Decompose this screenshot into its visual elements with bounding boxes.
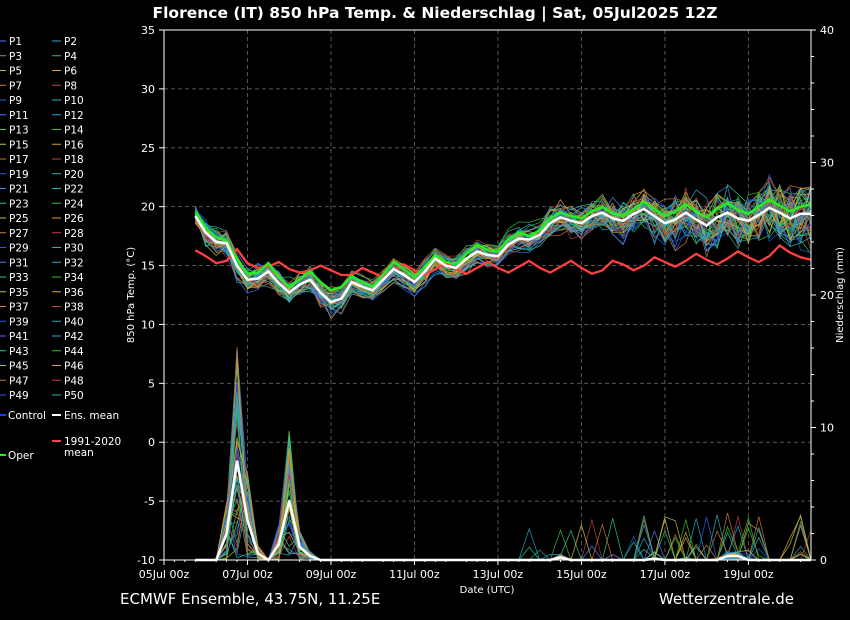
- y-tick-label: 20: [141, 201, 155, 214]
- legend-label-clim-mean-2: mean: [64, 447, 94, 459]
- footer-location: ECMWF Ensemble, 43.75N, 11.25E: [120, 590, 380, 608]
- chart-title: Florence (IT) 850 hPa Temp. & Niederschl…: [153, 4, 718, 23]
- legend-label: P14: [64, 125, 84, 137]
- legend-label: P45: [9, 361, 29, 373]
- legend-label: P2: [64, 36, 77, 48]
- legend-label: P17: [9, 154, 29, 166]
- legend-label: P7: [9, 80, 22, 92]
- legend-label: P12: [64, 110, 84, 122]
- legend-label: P47: [9, 375, 29, 387]
- legend-label: P44: [64, 346, 84, 358]
- legend-label-clim-mean: 1991-2020: [64, 436, 121, 448]
- x-tick-label: 09Jul 00z: [306, 568, 357, 581]
- legend-label: P28: [64, 228, 84, 240]
- legend-label: P3: [9, 51, 22, 63]
- legend-label: P5: [9, 66, 22, 78]
- legend-label: P13: [9, 125, 29, 137]
- legend-label: P4: [64, 51, 77, 63]
- y-tick-label: 15: [141, 260, 155, 273]
- legend-label: P39: [9, 316, 29, 328]
- legend-label: P22: [64, 184, 84, 196]
- y2-tick-label: 40: [820, 24, 834, 37]
- legend-label: P24: [64, 198, 84, 210]
- x-axis-label: Date (UTC): [460, 585, 515, 596]
- legend-label: P10: [64, 95, 84, 107]
- y-tick-label: 25: [141, 142, 155, 155]
- legend-label: P35: [9, 287, 29, 299]
- y-axis-label: 850 hPa Temp. (°C): [126, 247, 137, 343]
- legend-label: P16: [64, 139, 84, 151]
- legend-label: P19: [9, 169, 29, 181]
- legend-label: P32: [64, 257, 84, 269]
- legend-label: P15: [9, 139, 29, 151]
- member-temp-line: [194, 185, 812, 309]
- legend-label: P8: [64, 80, 77, 92]
- member-temp-line: [195, 192, 812, 293]
- legend-label: P23: [9, 198, 29, 210]
- legend-label: P36: [64, 287, 84, 299]
- legend-label: P48: [64, 375, 84, 387]
- legend-label: P18: [64, 154, 84, 166]
- y2-tick-label: 10: [820, 422, 834, 435]
- x-tick-label: 15Jul 00z: [556, 568, 607, 581]
- legend-label: P20: [64, 169, 84, 181]
- x-tick-label: 17Jul 00z: [640, 568, 691, 581]
- y2-axis-label: Niederschlag (mm): [835, 247, 846, 343]
- legend-label: P11: [9, 110, 29, 122]
- legend-label: P21: [9, 184, 29, 196]
- legend-label: P41: [9, 331, 29, 343]
- y-tick-label: 5: [148, 377, 155, 390]
- legend-label-oper: Oper: [8, 450, 34, 462]
- axes: -10 -5 0 5 10 15 20 25 30 35 0 10 20 30 40 05Jul 00z 07J…: [137, 24, 834, 581]
- x-tick-label: 11Jul 00z: [389, 568, 440, 581]
- legend-label: P42: [64, 331, 84, 343]
- y-tick-label: -10: [137, 554, 155, 567]
- y-tick-label: 35: [141, 24, 155, 37]
- clim-mean-line: [194, 244, 812, 279]
- legend-label: P37: [9, 302, 29, 314]
- member-temp-line: [195, 201, 812, 301]
- legend-label: P27: [9, 228, 29, 240]
- y2-tick-label: 0: [820, 554, 827, 567]
- legend-label-ens-mean: Ens. mean: [64, 410, 119, 422]
- legend-label: P1: [9, 36, 22, 48]
- oper-line: [194, 198, 812, 292]
- legend-label: P34: [64, 272, 84, 284]
- legend-label: P31: [9, 257, 29, 269]
- legend-label: P26: [64, 213, 84, 225]
- legend: P1 P2 P3 P4 P5 P6 P7 P8 P9 P10 P11 P12 P13 P14 P15 P16 P…: [0, 36, 121, 462]
- x-tick-label: 13Jul 00z: [473, 568, 524, 581]
- ens-mean-line: [194, 206, 811, 304]
- y2-tick-label: 20: [820, 289, 834, 302]
- legend-label: P43: [9, 346, 29, 358]
- legend-label: P46: [64, 361, 84, 373]
- legend-label: P9: [9, 95, 22, 107]
- legend-label: P29: [9, 243, 29, 255]
- legend-label: P33: [9, 272, 29, 284]
- y-tick-label: -5: [144, 495, 155, 508]
- legend-label-control: Control: [8, 410, 46, 422]
- y2-tick-label: 30: [820, 157, 834, 170]
- legend-label: P50: [64, 390, 84, 402]
- legend-label: P25: [9, 213, 29, 225]
- x-tick-label: 05Jul 00z: [139, 568, 190, 581]
- legend-label: P30: [64, 243, 84, 255]
- footer-source: Wetterzentrale.de: [659, 590, 794, 608]
- y-tick-label: 30: [141, 83, 155, 96]
- y-tick-label: 0: [148, 436, 155, 449]
- legend-label: P38: [64, 302, 84, 314]
- legend-label: P6: [64, 66, 77, 78]
- y-tick-label: 10: [141, 318, 155, 331]
- legend-label: P40: [64, 316, 84, 328]
- x-tick-label: 07Jul 00z: [222, 568, 273, 581]
- x-tick-label: 19Jul 00z: [723, 568, 774, 581]
- legend-label: P49: [9, 390, 29, 402]
